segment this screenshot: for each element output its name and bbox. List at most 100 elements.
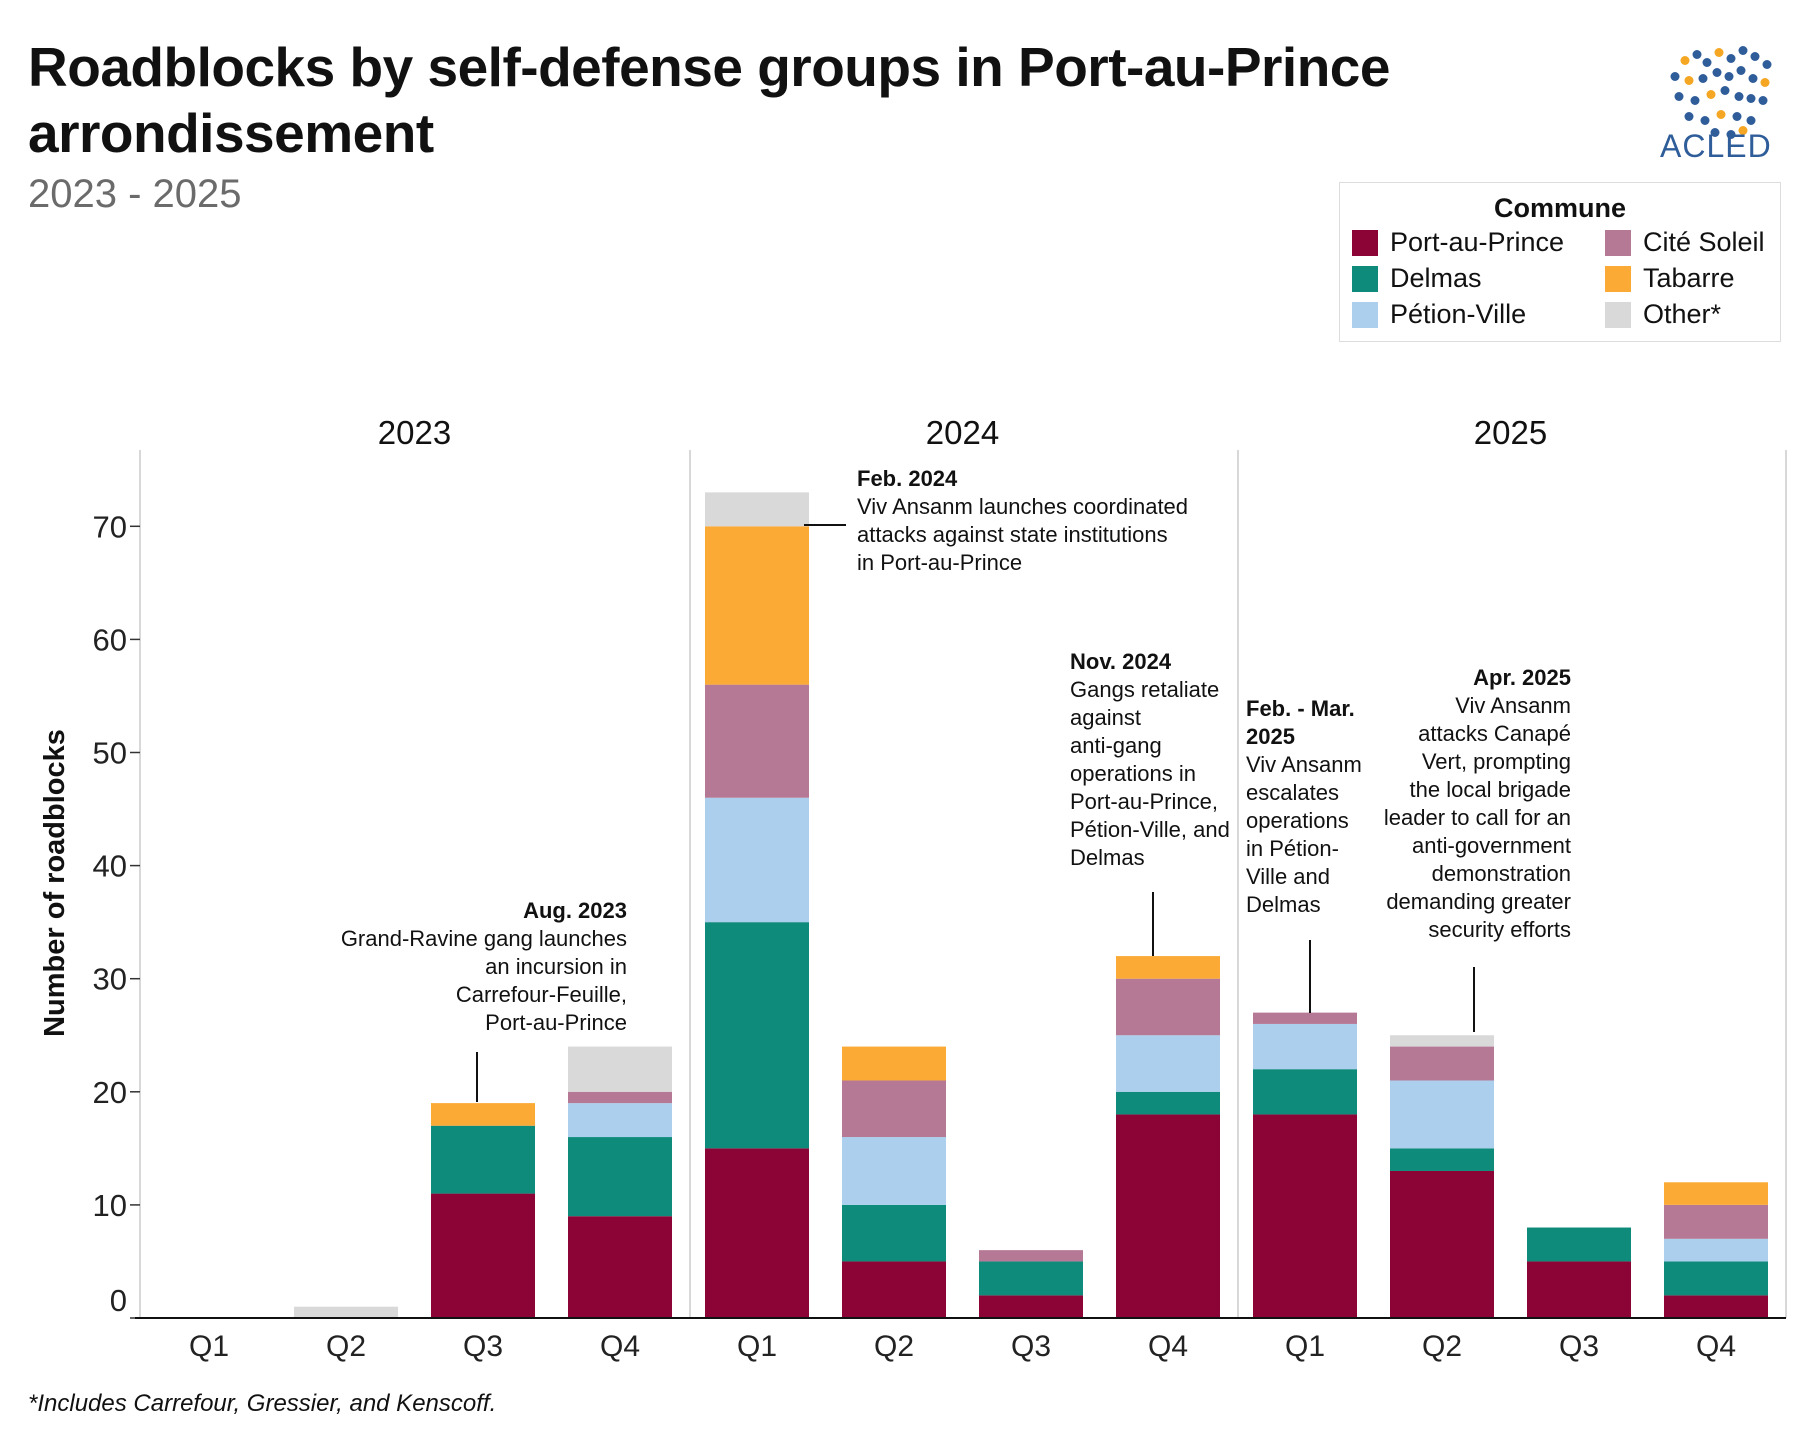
legend-label: Pétion-Ville	[1390, 299, 1527, 329]
annotation-text: demonstration	[1431, 861, 1571, 886]
bar-segment-p-tion-ville	[1116, 1035, 1220, 1092]
x-tick-label: Q3	[463, 1330, 503, 1363]
x-tick-label: Q1	[737, 1330, 777, 1363]
x-tick-label: Q2	[874, 1330, 914, 1363]
annotation-text: demanding greater	[1386, 889, 1571, 914]
x-tick-label: Q4	[600, 1330, 640, 1363]
logo-dot	[1748, 74, 1758, 83]
y-tick-label: 70	[93, 509, 127, 544]
annotation-text: Carrefour-Feuille,	[455, 982, 627, 1007]
logo-dot	[1738, 46, 1748, 55]
y-tick-label: 50	[93, 736, 127, 771]
x-tick-label: Q3	[1011, 1330, 1051, 1363]
x-tick-label: Q1	[1285, 1330, 1325, 1363]
logo-dot	[1724, 72, 1734, 81]
bar-segment-p-tion-ville	[842, 1137, 946, 1205]
legend-swatch	[1605, 229, 1631, 256]
annotation-date: Nov. 2024	[1070, 649, 1172, 674]
legend: Commune Port-au-Prince Delmas Pétion-Vil…	[1339, 182, 1781, 342]
annotation: Aug. 2023 Grand-Ravine gang launches an in…	[341, 897, 627, 1037]
logo-dot	[1738, 126, 1748, 135]
bar-segment-port-au-prince	[705, 1148, 809, 1318]
annotation-text: against	[1070, 705, 1141, 730]
annotation-text: in Pétion-	[1246, 836, 1339, 861]
legend-item-delmas: Delmas	[1352, 263, 1482, 294]
bar-segment-delmas	[1253, 1069, 1357, 1115]
annotation-text: Delmas	[1070, 845, 1145, 870]
bar-segment-cit-soleil	[979, 1250, 1083, 1262]
bar-segment-delmas	[705, 922, 809, 1149]
logo-dot	[1716, 110, 1726, 119]
bar-segment-p-tion-ville	[568, 1103, 672, 1138]
annotation-text: Viv Ansanm	[1246, 752, 1362, 777]
legend-swatch	[1352, 301, 1378, 328]
legend-label: Cité Soleil	[1643, 227, 1765, 257]
annotation-date: Feb. 2024	[857, 466, 958, 491]
annotation-text: attacks against state institutions	[857, 522, 1168, 547]
y-tick-label: 30	[93, 962, 127, 997]
x-tick-label: Q1	[189, 1330, 229, 1363]
bar-segment-delmas	[842, 1204, 946, 1262]
annotation-text: the local brigade	[1409, 777, 1571, 802]
bar-segment-port-au-prince	[979, 1295, 1083, 1318]
bar-segment-port-au-prince	[1253, 1114, 1357, 1318]
logo-dot	[1710, 128, 1720, 137]
bar-segment-delmas	[431, 1125, 535, 1194]
logo-dot	[1746, 116, 1756, 125]
bar-segment-tabarre	[431, 1103, 535, 1126]
acled-logo-icon	[1670, 46, 1772, 139]
x-tick-label: Q2	[326, 1330, 366, 1363]
bar-segment-cit-soleil	[1664, 1204, 1768, 1239]
legend-swatch	[1605, 265, 1631, 292]
annotation-date: Aug. 2023	[523, 898, 627, 923]
logo-dot	[1684, 112, 1694, 121]
chart-title: Roadblocks by self-defense groups in Por…	[28, 36, 1391, 164]
annotation-text: Viv Ansanm	[1455, 693, 1571, 718]
annotation-text: anti-government	[1412, 833, 1571, 858]
logo-dot	[1736, 66, 1746, 75]
annotation-text: Port-au-Prince	[485, 1010, 627, 1035]
legend-label: Tabarre	[1643, 263, 1735, 293]
logo-dot	[1674, 92, 1684, 101]
chart-subtitle: 2023 - 2025	[28, 172, 242, 216]
annotation-text: Viv Ansanm launches coordinated	[857, 494, 1189, 519]
legend-label: Other*	[1643, 299, 1722, 329]
logo-dot	[1746, 94, 1756, 103]
bar-segment-other-	[1390, 1035, 1494, 1047]
annotation-text: Gangs retaliate	[1070, 677, 1220, 702]
legend-swatch	[1352, 229, 1378, 256]
logo-dot	[1726, 130, 1736, 139]
annotation-date: Feb. - Mar. 2025	[1246, 696, 1355, 749]
bar-segment-port-au-prince	[1664, 1295, 1768, 1318]
bar-segment-other-	[568, 1046, 672, 1092]
annotation: Feb. 2024 Viv Ansanm launches coordinated…	[857, 465, 1188, 577]
bar-segment-port-au-prince	[1527, 1261, 1631, 1318]
bar-segment-cit-soleil	[568, 1091, 672, 1104]
legend-label: Port-au-Prince	[1390, 227, 1565, 257]
annotation: Nov. 2024 Gangs retaliate against anti-gang…	[1070, 648, 1230, 872]
annotation-text: Delmas	[1246, 892, 1321, 917]
legend-label: Delmas	[1390, 263, 1482, 293]
logo-dot	[1690, 96, 1700, 105]
logo-dot	[1758, 96, 1768, 105]
logo-dot	[1720, 86, 1730, 95]
bar-segment-cit-soleil	[1253, 1012, 1357, 1024]
annotation-text: in Port-au-Prince	[857, 550, 1023, 575]
legend-item-other: Other*	[1605, 299, 1721, 330]
y-tick-label: 20	[93, 1075, 127, 1110]
legend-item-cite-soleil: Cité Soleil	[1605, 227, 1765, 258]
logo-dot	[1714, 48, 1724, 57]
bar-segment-port-au-prince	[1390, 1170, 1494, 1318]
legend-item-tabarre: Tabarre	[1605, 263, 1735, 294]
annotation: Apr. 2025 Viv Ansanm attacks Canapé Vert, p…	[1384, 664, 1571, 944]
bar-segment-tabarre	[1664, 1182, 1768, 1205]
legend-item-port-au-prince: Port-au-Prince	[1352, 227, 1564, 258]
y-tick-label: 40	[93, 849, 127, 884]
bar-segment-delmas	[568, 1137, 672, 1217]
bar-segment-delmas	[979, 1261, 1083, 1296]
logo-dot	[1750, 52, 1760, 61]
logo-dot	[1760, 78, 1770, 87]
bar-segment-port-au-prince	[568, 1216, 672, 1318]
year-label: 2025	[1474, 414, 1547, 451]
